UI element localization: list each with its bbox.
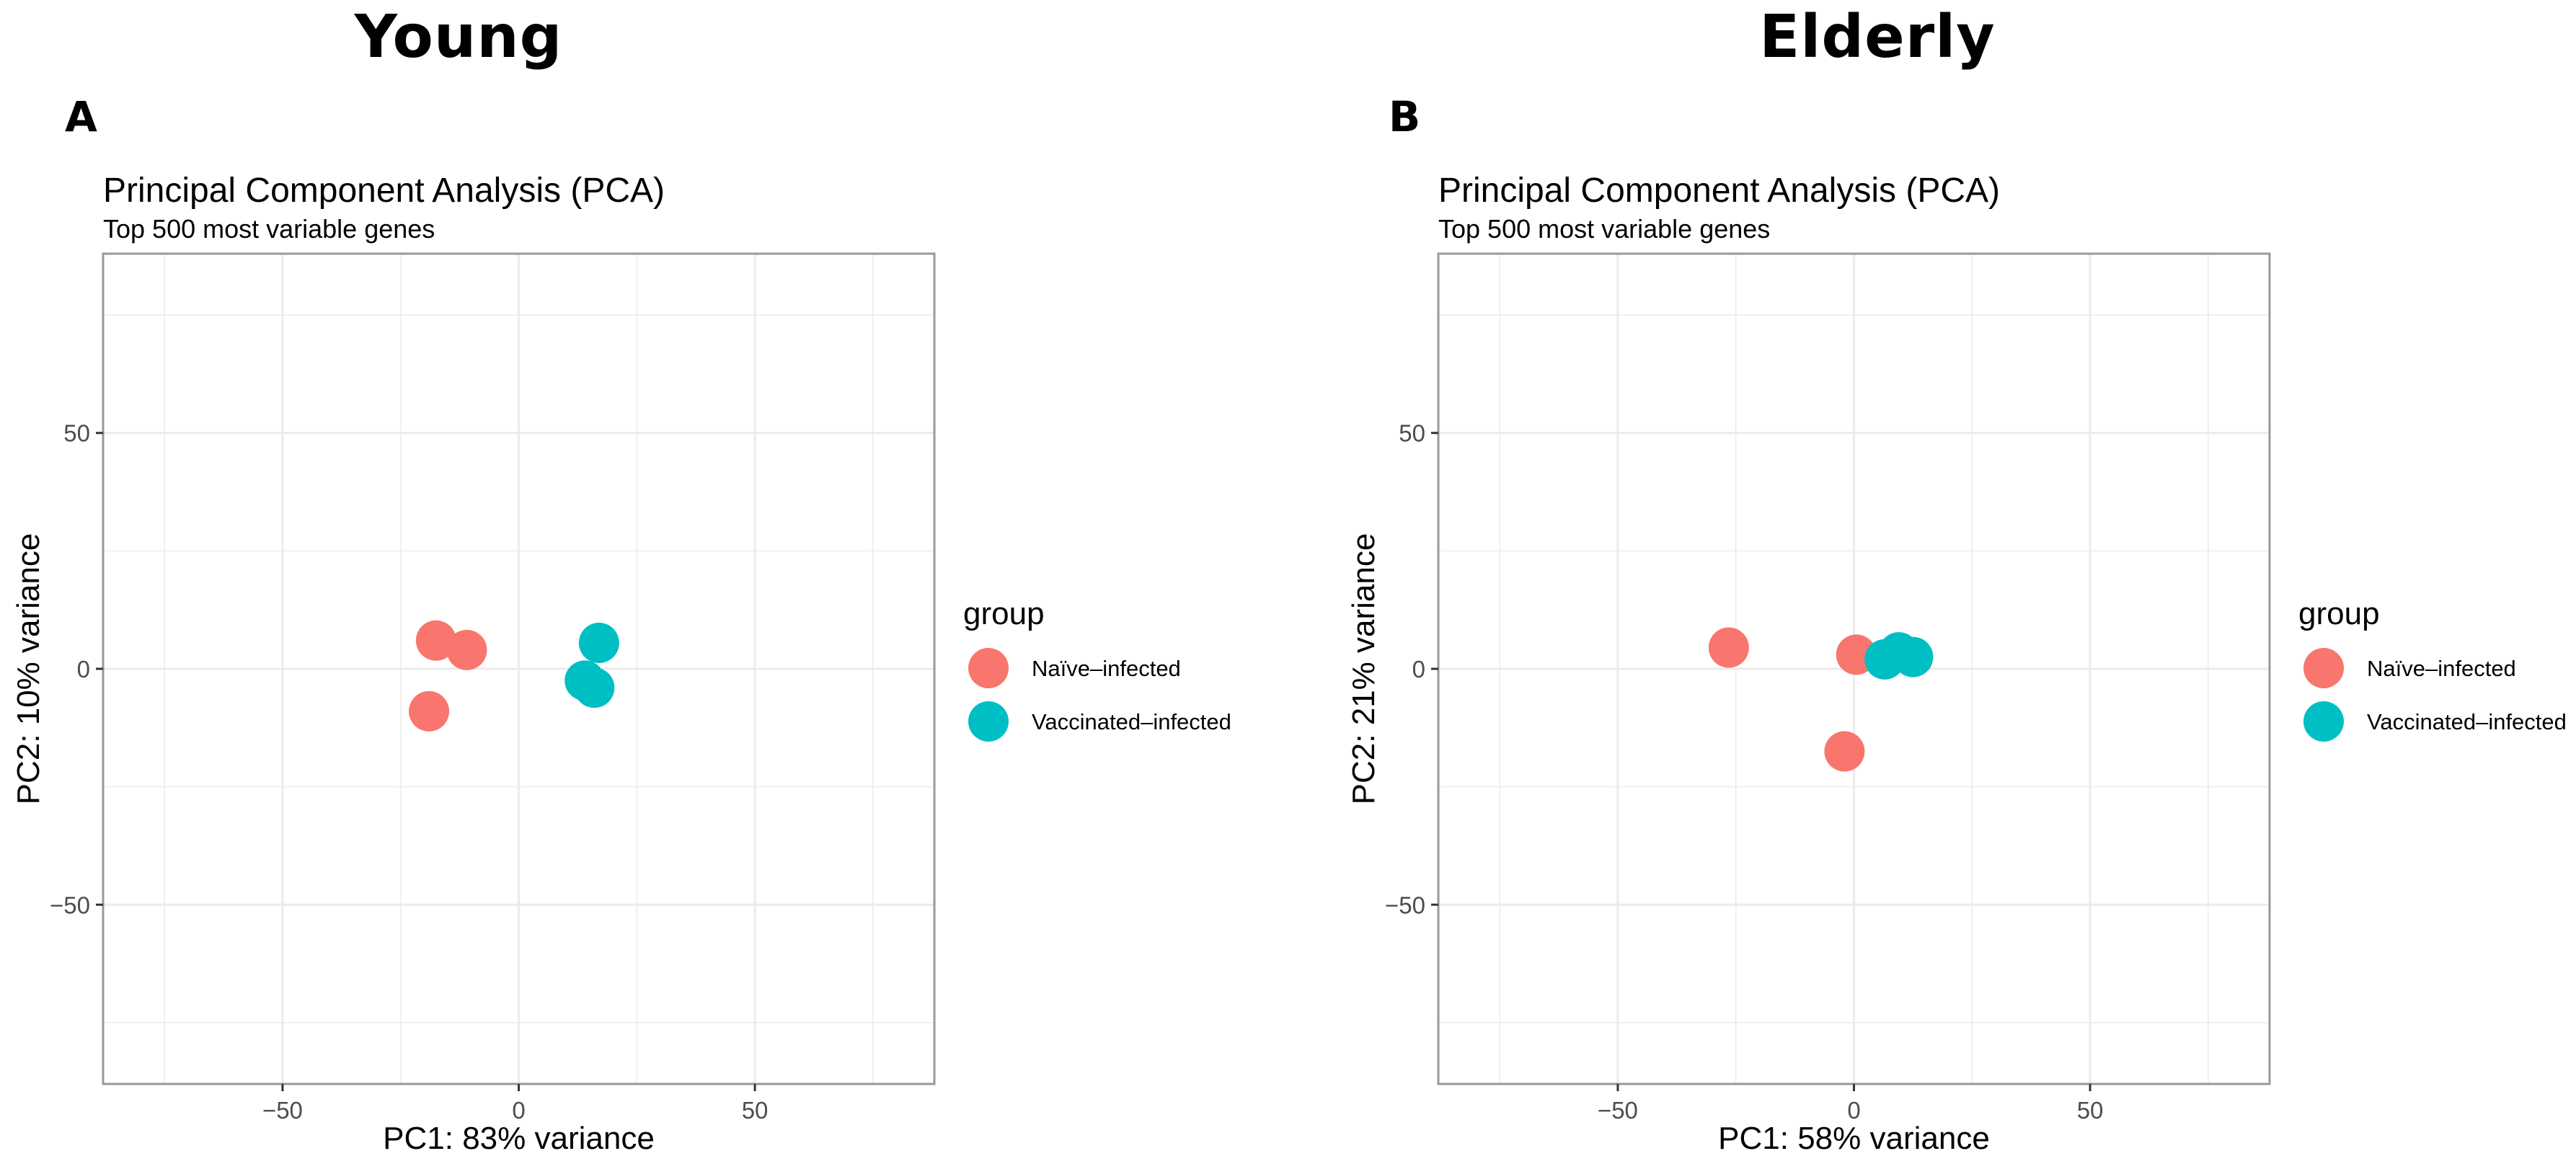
- x-tick-label: 0: [512, 1097, 525, 1124]
- naive-infected-point: [415, 620, 456, 661]
- vaccinated-infected-point: [574, 667, 615, 708]
- legend-key-naive: [2303, 648, 2344, 688]
- legend-key-naive: [968, 648, 1009, 688]
- legend-title: group: [2298, 596, 2380, 631]
- legend-label: Naïve–infected: [2367, 656, 2516, 681]
- panel-label-a: A: [65, 92, 97, 141]
- y-tick-label: 0: [77, 656, 90, 683]
- y-axis-label: PC2: 10% variance: [11, 533, 46, 805]
- x-axis-label: PC1: 58% variance: [1718, 1121, 1990, 1156]
- legend-title: group: [963, 596, 1045, 631]
- legend-label: Naïve–infected: [1032, 656, 1181, 681]
- y-tick-label: −50: [50, 892, 90, 918]
- panel-label-b: B: [1389, 92, 1421, 141]
- naive-infected-point: [1824, 731, 1865, 772]
- pca-chart-young: Principal Component Analysis (PCA) Top 50…: [11, 172, 1231, 1156]
- chart-title: Principal Component Analysis (PCA): [103, 172, 665, 210]
- chart-subtitle: Top 500 most variable genes: [1438, 214, 1770, 244]
- legend-key-vaccinated: [2303, 701, 2344, 742]
- elderly-header: Elderly: [1759, 3, 1996, 71]
- chart-title: Principal Component Analysis (PCA): [1438, 172, 2000, 210]
- y-tick-label: 0: [1412, 656, 1425, 683]
- y-tick-label: 50: [63, 420, 90, 447]
- y-tick-label: 50: [1399, 420, 1425, 447]
- young-header: Young: [354, 3, 563, 71]
- legend-label: Vaccinated–infected: [1032, 709, 1231, 734]
- x-axis-label: PC1: 83% variance: [383, 1121, 655, 1156]
- legend-label: Vaccinated–infected: [2367, 709, 2567, 734]
- x-tick-label: −50: [1598, 1097, 1638, 1124]
- x-tick-label: 50: [742, 1097, 769, 1124]
- pca-chart-elderly: Principal Component Analysis (PCA) Top 50…: [1346, 172, 2567, 1156]
- legend-key-vaccinated: [968, 701, 1009, 742]
- x-tick-label: 0: [1847, 1097, 1860, 1124]
- vaccinated-infected-point: [1893, 636, 1934, 677]
- naive-infected-point: [1708, 627, 1749, 668]
- y-axis-label: PC2: 21% variance: [1346, 533, 1381, 805]
- x-tick-label: −50: [262, 1097, 303, 1124]
- x-tick-label: 50: [2077, 1097, 2104, 1124]
- naive-infected-point: [446, 629, 487, 670]
- vaccinated-infected-point: [578, 623, 619, 663]
- y-tick-label: −50: [1385, 892, 1425, 918]
- naive-infected-point: [409, 690, 450, 732]
- chart-subtitle: Top 500 most variable genes: [103, 214, 435, 244]
